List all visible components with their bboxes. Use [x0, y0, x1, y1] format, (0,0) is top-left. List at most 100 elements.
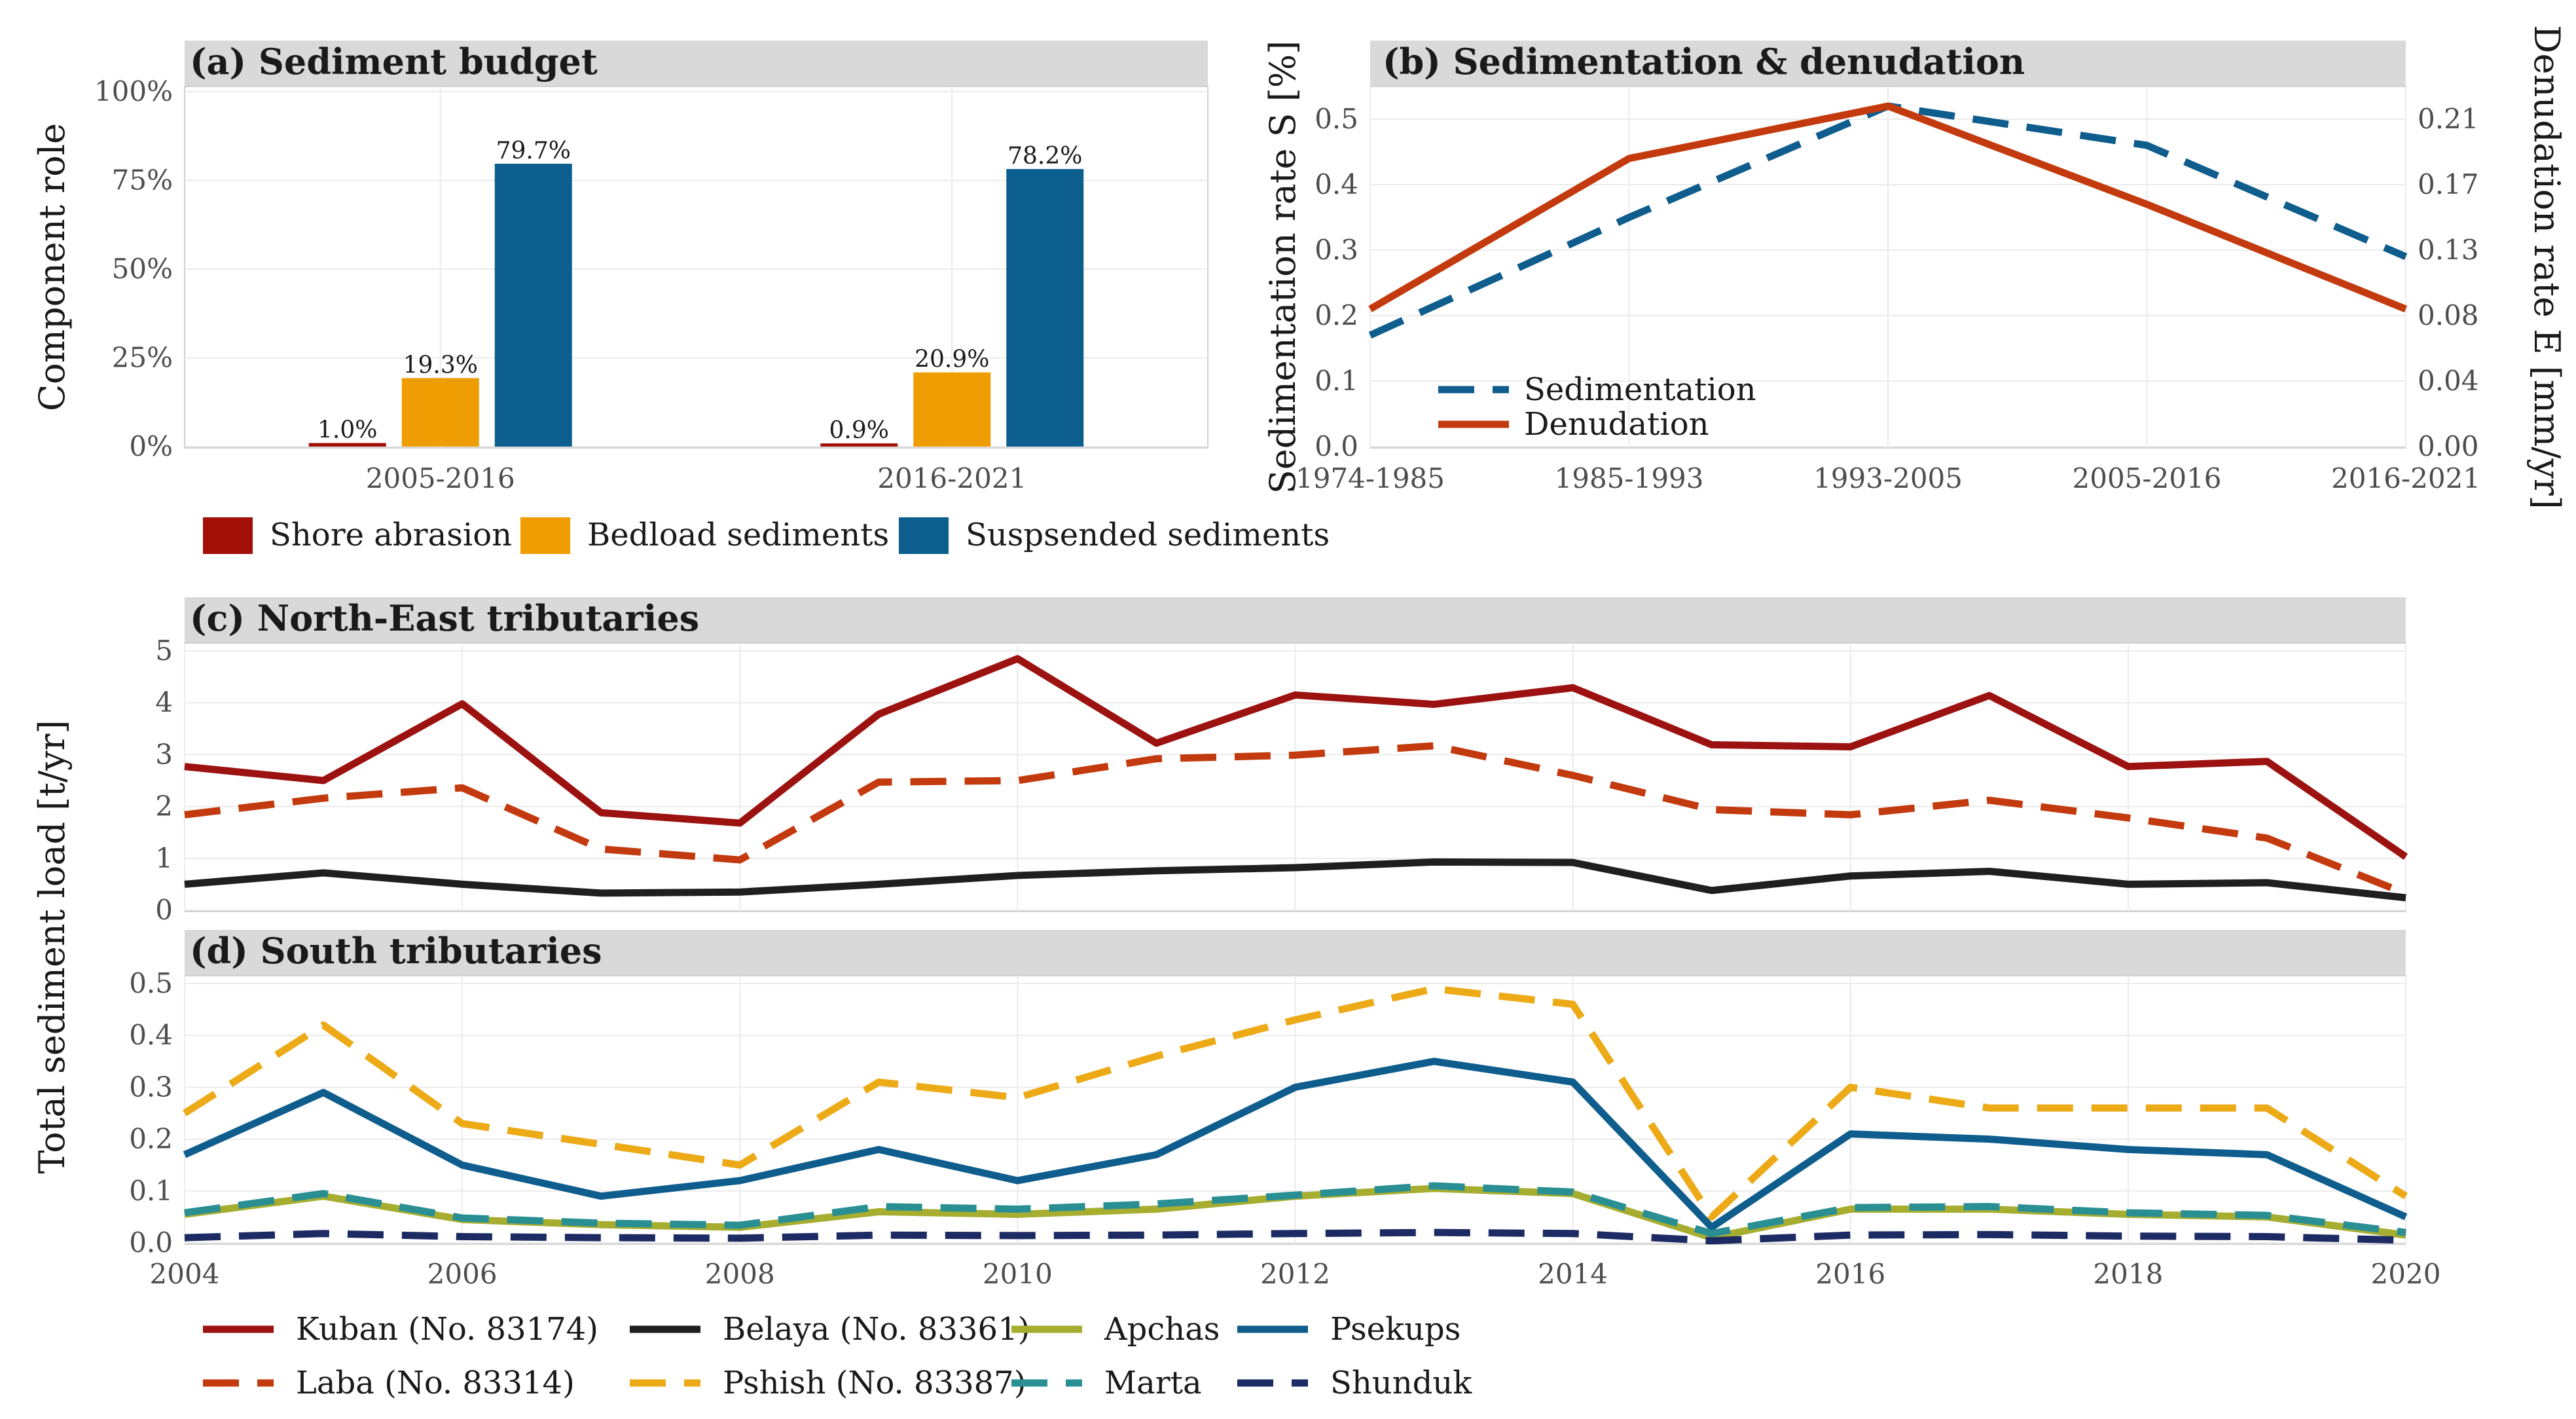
panel-b-y-ticks-left: 0.0 0.1 0.2 0.3 0.4 0.5	[1315, 103, 1358, 462]
panel-cd-legend-label: Belaya (No. 83361)	[723, 1311, 1030, 1348]
panel-a-y-tick-label: 0%	[129, 430, 173, 462]
panel-c-series-line	[184, 742, 2408, 897]
panel-c-lines	[184, 655, 2408, 902]
panel-a-bar-label: 78.2%	[1007, 143, 1082, 170]
panel-a-title: (a) Sediment budget	[190, 41, 598, 83]
panel-a-bar-label: 19.3%	[403, 352, 478, 378]
panel-d-lines	[183, 985, 2408, 1245]
panel-a-legend-swatch	[203, 517, 253, 554]
panel-c-strip	[185, 597, 2406, 643]
panel-a-bar	[913, 372, 991, 447]
panel-d-series-line	[184, 1182, 2406, 1238]
panel-d-title: (d) South tributaries	[190, 930, 602, 972]
panel-b-gridlines	[1370, 86, 2406, 448]
panel-a-bar-label: 0.9%	[829, 417, 889, 444]
panel-c-y-tick-label: 4	[155, 686, 173, 718]
panel-d-south-tributaries: (d) South tributaries 0.0 0.1 0.2 0.3 0.4 0.5…	[129, 930, 2440, 1290]
panel-b-title: (b) Sedimentation & denudation	[1383, 41, 2025, 83]
panel-a-x-ticks: 2005-2016 2016-2021	[366, 462, 1026, 494]
panel-cd-legend-label: Psekups	[1330, 1311, 1460, 1348]
panel-b-y-ticks-right: 0.00 0.04 0.08 0.13 0.17 0.21	[2418, 103, 2479, 462]
panel-d-x-tick-label: 2006	[427, 1258, 498, 1290]
panel-b-x-ticks: 1974-1985 1985-1993 1993-2005 2005-2016 2016…	[1296, 462, 2480, 494]
panel-d-series-line	[184, 1228, 2406, 1245]
panel-b-y-tick-label-right: 0.17	[2418, 168, 2479, 200]
panel-d-y-tick-label: 0.2	[129, 1123, 173, 1155]
panel-d-x-tick-label: 2004	[150, 1258, 220, 1290]
panel-d-series-line	[183, 1058, 2408, 1231]
panel-a-bar	[308, 443, 386, 447]
panel-c-y-tick-label: 5	[155, 635, 173, 667]
panel-b-x-tick-label: 1974-1985	[1296, 462, 1445, 494]
panel-b-y-tick-label-left: 0.3	[1315, 234, 1358, 266]
panel-d-series-line	[183, 985, 2408, 1221]
panel-d-y-tick-label: 0.1	[129, 1175, 173, 1207]
panel-a-bar-label: 1.0%	[317, 417, 377, 444]
panel-b-y-tick-label-right: 0.13	[2418, 234, 2479, 266]
panel-a-sediment-budget: (a) Sediment budget 0% 25% 50% 75% 100% 1.0%…	[31, 41, 1330, 554]
panel-a-legend: Shore abrasion Bedload sediments Suspsende…	[203, 517, 1330, 554]
panel-b-y-axis-title-left: Sedimentation rate S [%]	[1262, 41, 1303, 494]
panel-d-y-tick-label: 0.0	[129, 1226, 173, 1259]
panel-b-x-tick-label: 1993-2005	[1813, 462, 1963, 494]
panel-d-x-tick-label: 2016	[1815, 1258, 1885, 1290]
panel-a-legend-swatch	[899, 517, 949, 554]
panel-a-y-tick-label: 100%	[94, 75, 173, 107]
panel-b-legend-label: Sedimentation	[1524, 371, 1756, 408]
panel-b-legend-label: Denudation	[1524, 406, 1709, 443]
panel-a-bar	[1006, 169, 1084, 447]
panel-d-y-ticks: 0.0 0.1 0.2 0.3 0.4 0.5	[129, 967, 173, 1259]
panel-cd-legend: Kuban (No. 83174) Laba (No. 83314) Belaya …	[203, 1311, 1472, 1401]
panel-cd-legend-label: Marta	[1104, 1365, 1202, 1401]
panel-b-y-tick-label-left: 0.5	[1315, 103, 1358, 135]
panel-a-bar	[401, 378, 479, 447]
panel-a-legend-label: Shore abrasion	[270, 517, 512, 553]
panel-b-strip	[1370, 41, 2406, 86]
panel-a-strip	[185, 41, 1208, 86]
panel-cd-legend-label: Apchas	[1104, 1311, 1220, 1348]
panel-b-y-tick-label-right: 0.21	[2418, 103, 2479, 135]
panel-b-x-tick-label: 1985-1993	[1555, 462, 1704, 494]
panel-b-y-tick-label-left: 0.2	[1315, 299, 1358, 331]
panel-b-y-tick-label-right: 0.04	[2418, 365, 2479, 397]
panel-b-series-line	[1368, 102, 2408, 313]
panel-a-bars: 1.0% 19.3% 79.7% 0.9% 20.9% 78.2%	[308, 138, 1084, 447]
panel-c-y-tick-label: 2	[155, 790, 173, 822]
panel-b-y-tick-label-left: 0.1	[1315, 365, 1358, 397]
panel-cd-legend-label: Laba (No. 83314)	[296, 1365, 575, 1401]
panel-a-legend-label: Bedload sediments	[587, 517, 889, 553]
panel-a-legend-swatch	[520, 517, 570, 554]
panel-a-bar-label: 20.9%	[915, 346, 989, 373]
panel-b-y-tick-label-left: 0.4	[1315, 168, 1358, 200]
panel-b-x-tick-label: 2005-2016	[2073, 462, 2222, 494]
panel-a-y-axis-title: Component role	[31, 123, 73, 411]
panel-d-x-tick-label: 2020	[2371, 1258, 2441, 1290]
panel-cd-legend-label: Pshish (No. 83387)	[723, 1365, 1026, 1401]
panel-b-y-tick-label-left: 0.0	[1315, 430, 1358, 462]
panel-b-y-axis-title-right: Denudation rate E [mm/yr]	[2526, 25, 2567, 509]
panel-a-x-tick-label: 2016-2021	[877, 462, 1026, 494]
panel-d-x-tick-label: 2014	[1538, 1258, 1608, 1290]
panel-b-lines	[1368, 102, 2408, 339]
panel-a-y-tick-label: 25%	[112, 342, 173, 374]
panel-b-x-tick-label: 2016-2021	[2331, 462, 2480, 494]
panel-a-bar	[820, 443, 898, 447]
panel-d-x-tick-label: 2008	[705, 1258, 775, 1290]
shared-y-axis-title: Total sediment load [t/yr]	[31, 720, 73, 1173]
panel-d-strip	[185, 930, 2406, 976]
panel-d-x-tick-label: 2010	[983, 1258, 1053, 1290]
panel-c-series-line	[184, 858, 2406, 902]
panel-d-y-tick-label: 0.3	[129, 1071, 173, 1103]
panel-d-x-ticks: 2004 2006 2008 2010 2012 2014 2016 2018 2020	[150, 1258, 2441, 1290]
panel-c-title: (c) North-East tributaries	[190, 597, 699, 639]
panel-b-y-tick-label-right: 0.00	[2418, 430, 2479, 462]
panel-c-series-line	[184, 655, 2408, 860]
panel-b-y-tick-label-right: 0.08	[2418, 299, 2479, 331]
panel-cd-legend-label: Shunduk	[1330, 1365, 1472, 1401]
panel-c-y-tick-label: 1	[155, 842, 173, 874]
panel-c-y-tick-label: 0	[155, 894, 173, 926]
panel-a-legend-label: Suspsended sediments	[966, 517, 1330, 553]
panel-c-y-ticks: 0 1 2 3 4 5	[155, 635, 173, 926]
